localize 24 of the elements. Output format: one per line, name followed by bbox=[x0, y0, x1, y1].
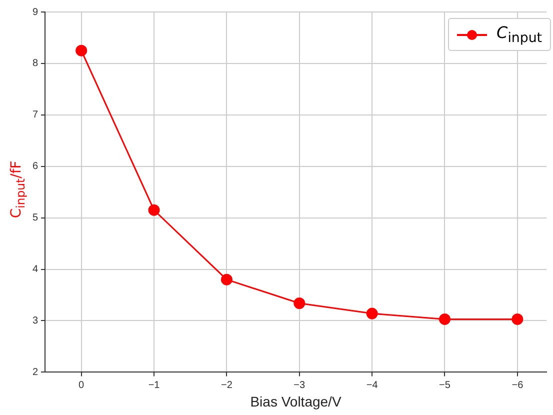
x-tick-label: −1 bbox=[148, 380, 160, 391]
x-tick-label: −4 bbox=[366, 380, 378, 391]
point bbox=[512, 313, 524, 325]
x-tick-label: −2 bbox=[221, 380, 233, 391]
point bbox=[438, 313, 450, 325]
x-tick-label: −6 bbox=[512, 380, 524, 391]
point bbox=[220, 274, 232, 286]
point bbox=[294, 298, 306, 309]
y-tick-label: 5 bbox=[32, 212, 38, 224]
point bbox=[76, 44, 88, 56]
y-tick-label: 3 bbox=[32, 315, 38, 326]
point bbox=[148, 204, 160, 216]
x-tick-label: 0 bbox=[78, 380, 85, 391]
y-tick-label: 2 bbox=[32, 366, 38, 378]
legend-label: C$_{input}$ bbox=[496, 23, 542, 46]
x-axis-title: Bias Voltage/V bbox=[250, 393, 342, 410]
y-tick-label: 8 bbox=[32, 58, 38, 70]
x-tick-label: −3 bbox=[294, 380, 306, 391]
y-tick-label: 7 bbox=[32, 110, 38, 121]
point bbox=[366, 308, 378, 320]
x-tick-label: −5 bbox=[439, 380, 451, 391]
y-tick-label: 6 bbox=[32, 161, 38, 172]
y-tick-label: 4 bbox=[32, 264, 38, 276]
y-tick-label: 9 bbox=[32, 6, 38, 18]
